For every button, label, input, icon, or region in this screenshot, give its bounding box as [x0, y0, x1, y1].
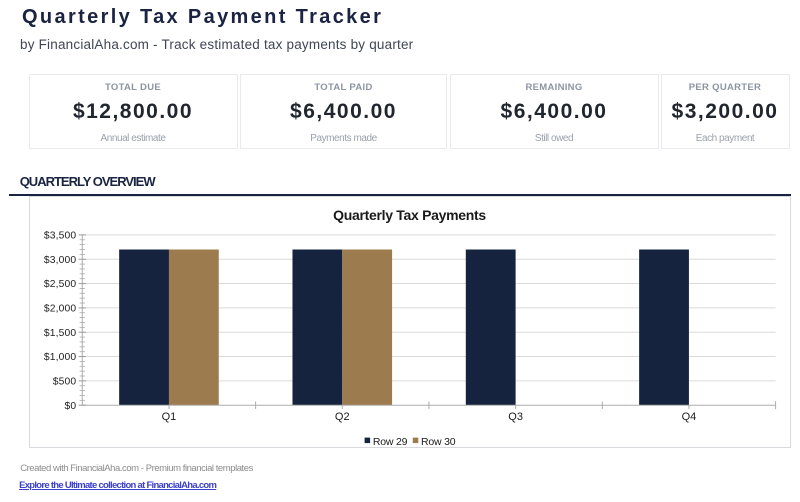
svg-text:Quarterly Tax Payments: Quarterly Tax Payments — [333, 207, 486, 223]
svg-text:Row 30: Row 30 — [421, 436, 456, 447]
svg-text:$500: $500 — [53, 377, 77, 388]
svg-text:Q1: Q1 — [162, 411, 177, 423]
svg-text:$0: $0 — [65, 401, 77, 412]
svg-text:$1,500: $1,500 — [44, 328, 77, 339]
svg-text:$2,500: $2,500 — [44, 279, 77, 290]
svg-text:$2,000: $2,000 — [44, 304, 77, 315]
svg-text:$3,000: $3,000 — [44, 255, 77, 266]
svg-text:Q4: Q4 — [682, 411, 697, 423]
svg-text:$1,000: $1,000 — [44, 352, 77, 363]
svg-text:Q3: Q3 — [508, 411, 523, 423]
svg-text:$3,500: $3,500 — [44, 231, 77, 242]
svg-text:Q2: Q2 — [335, 411, 350, 423]
svg-text:Row 29: Row 29 — [373, 436, 408, 447]
